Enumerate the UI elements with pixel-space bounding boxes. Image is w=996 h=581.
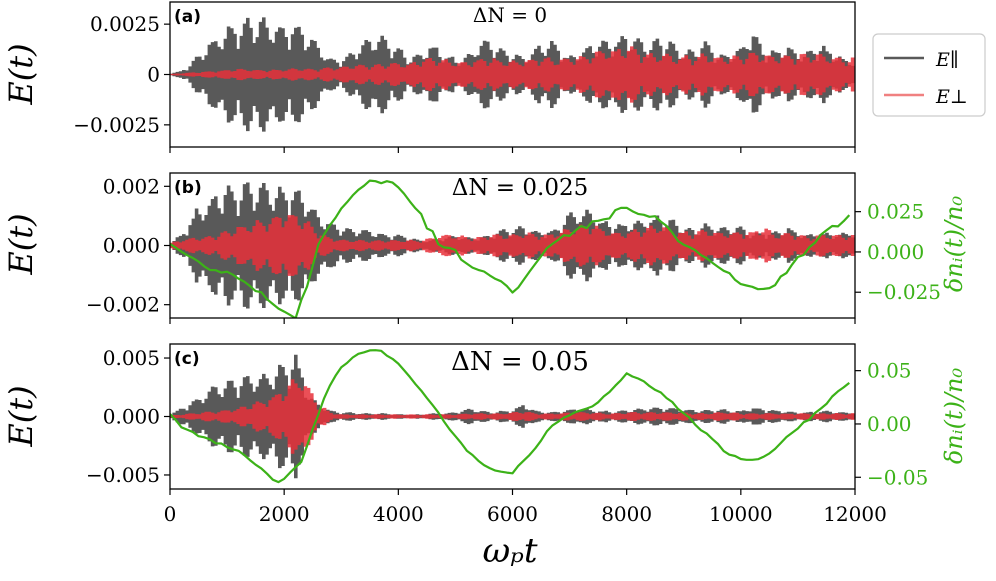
legend-frame <box>872 33 986 117</box>
panel-c-tag: (c) <box>174 349 200 369</box>
panel-c-ytick-label: 0.005 <box>103 346 160 370</box>
panel-b-plot-area <box>170 179 855 318</box>
panel-c-xtick-label: 4000 <box>373 502 424 526</box>
panel-b-y2tick-label: −0.025 <box>867 280 941 304</box>
panel-c-series-density-line <box>170 349 850 484</box>
panel-c: −0.005 0.000 0.005 −0.05 0.00 0.05 0 2000 4000 60… <box>86 343 928 526</box>
panel-c-xtick-label: 8000 <box>601 502 652 526</box>
panel-a-series-e-perp-envelope <box>170 46 855 103</box>
panel-b-series-e-perp <box>170 215 855 276</box>
panel-b-series-e-perp-envelope <box>170 215 855 276</box>
panel-c-title: ΔN = 0.05 <box>451 347 589 377</box>
panel-b-y2label: δnᵢ(t)/n₀ <box>940 195 968 292</box>
panel-c-y2tick-label: −0.05 <box>867 465 928 489</box>
panel-b-ytick-label: 0.002 <box>103 174 160 198</box>
panel-c-ytick-label: −0.005 <box>86 463 160 487</box>
panel-a: −0.0025 0 0.0025 <box>73 1 856 153</box>
panel-c-xtick-label: 6000 <box>487 502 538 526</box>
panel-a-ytick-label: 0 <box>147 63 160 87</box>
panel-b-ytick-label: −0.002 <box>86 293 160 317</box>
panel-c-y2tick-label: 0.00 <box>867 412 912 436</box>
panel-b-tag: (b) <box>174 178 202 198</box>
panel-c-xtick-label: 10000 <box>709 502 773 526</box>
panel-a-series-e-perp <box>170 46 855 103</box>
panel-c-xtick-label: 0 <box>164 502 177 526</box>
panel-c-plot-area <box>170 349 855 484</box>
panel-c-xtick-label: 12000 <box>823 502 887 526</box>
legend-label-e-perp: E⊥ <box>935 86 968 108</box>
panel-c-y2label: δnᵢ(t)/n₀ <box>940 367 968 464</box>
panel-b: −0.002 0.000 0.002 −0.025 0.000 0.025 <box>86 172 941 324</box>
legend: E∥ E⊥ <box>872 33 986 117</box>
panel-c-ytick-label: 0.000 <box>103 405 160 429</box>
panel-c-xtick-label: 2000 <box>259 502 310 526</box>
panel-a-title: ΔN = 0 <box>473 3 547 27</box>
panel-b-ytick-label: 0.000 <box>103 234 160 258</box>
panel-a-ytick-label: 0.0025 <box>90 12 160 36</box>
panel-b-y2tick-label: 0.000 <box>867 240 924 264</box>
panel-b-y2tick-label: 0.025 <box>867 200 924 224</box>
panel-a-tag: (a) <box>174 7 201 27</box>
panel-b-title: ΔN = 0.025 <box>452 175 588 201</box>
legend-label-e-parallel: E∥ <box>935 49 959 71</box>
panel-c-ylabel: E(t) <box>2 385 40 447</box>
panel-a-ytick-label: −0.0025 <box>73 113 160 137</box>
x-axis-label: ωₚt <box>483 531 538 571</box>
panel-c-y2tick-label: 0.05 <box>867 359 912 383</box>
panel-a-ylabel: E(t) <box>2 43 40 105</box>
panel-b-series-density-line <box>170 179 851 318</box>
panel-b-ylabel: E(t) <box>2 213 40 275</box>
panel-a-plot-area <box>170 17 855 132</box>
